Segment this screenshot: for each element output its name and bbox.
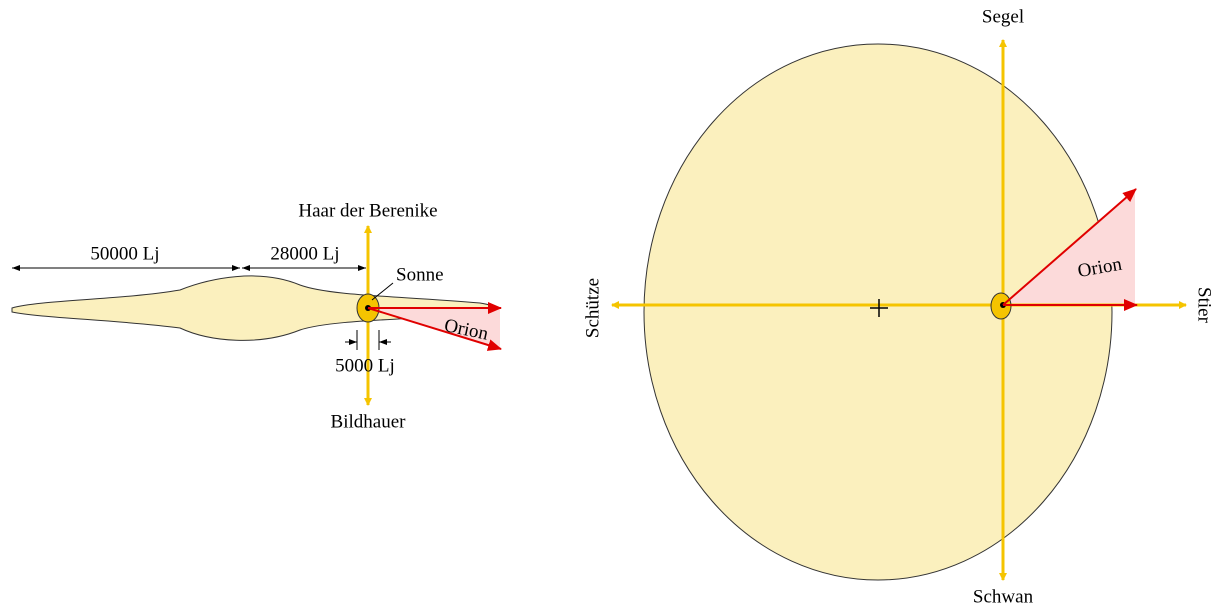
direction-label: Stier (1194, 287, 1215, 324)
side-view: Haar der Berenike 50000 Lj 28000 Lj Sonn… (12, 200, 501, 432)
diagram: Haar der Berenike 50000 Lj 28000 Lj Sonn… (0, 0, 1216, 612)
distance-label: 50000 Lj (90, 243, 159, 264)
top-view: Segel Schütze Stier Orion Schwan (582, 6, 1214, 607)
sun-label: Sonne (396, 264, 444, 285)
distance-label: 5000 Lj (335, 355, 395, 376)
direction-label: Schwan (973, 586, 1034, 607)
distance-label: 28000 Lj (270, 243, 339, 264)
direction-label: Haar der Berenike (298, 200, 437, 221)
direction-label: Schütze (582, 278, 603, 338)
direction-label: Bildhauer (331, 411, 407, 432)
galaxy-disk (644, 44, 1112, 580)
direction-label: Segel (982, 6, 1024, 27)
